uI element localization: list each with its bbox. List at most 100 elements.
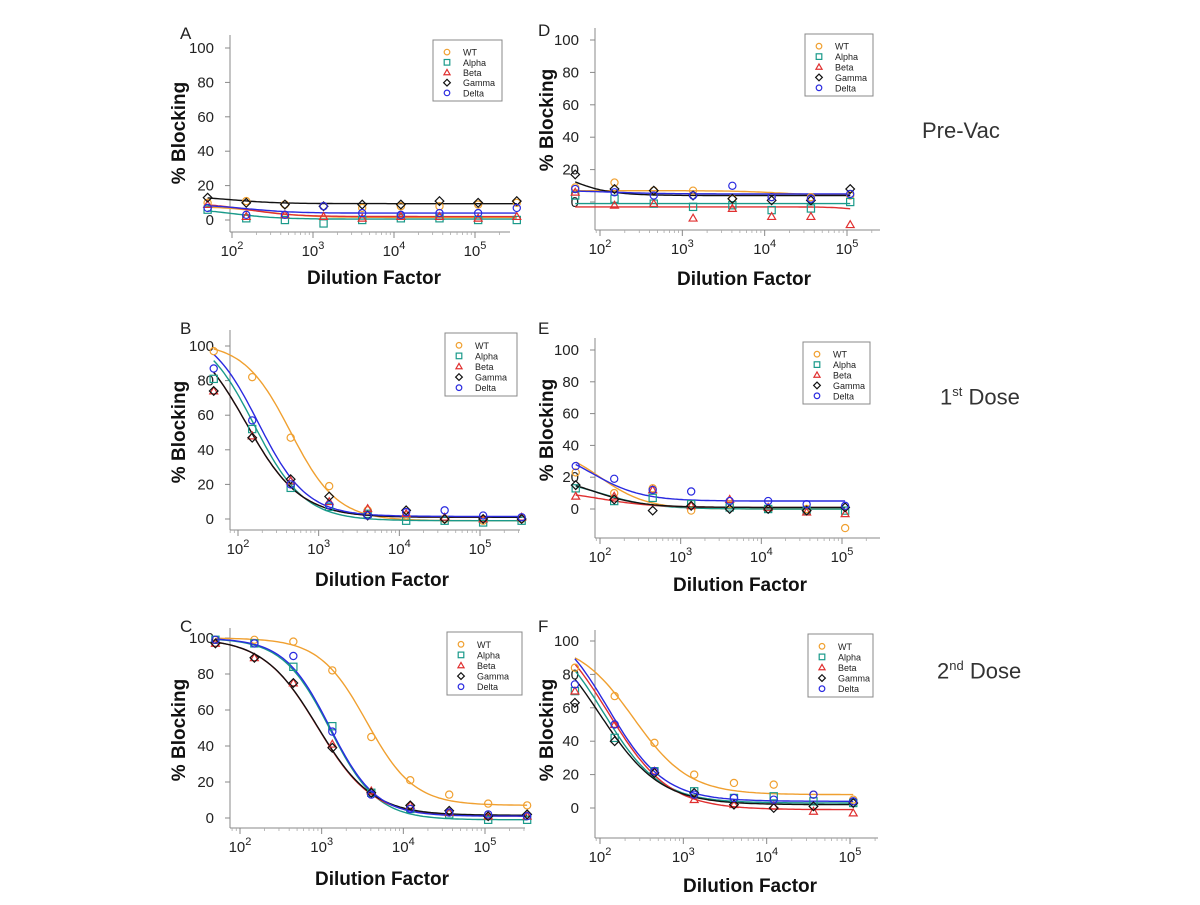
data-point xyxy=(845,183,856,195)
data-point xyxy=(279,209,290,219)
x-tick-label: 105 xyxy=(839,846,862,866)
legend-marker xyxy=(815,84,823,92)
data-point xyxy=(729,778,739,788)
data-point xyxy=(610,178,619,187)
data-point xyxy=(367,790,376,799)
data-point xyxy=(319,219,328,228)
data-point xyxy=(648,485,657,495)
data-point xyxy=(805,195,817,206)
data-point xyxy=(208,385,219,397)
data-point xyxy=(610,691,619,701)
series-delta xyxy=(571,461,850,511)
y-tick-label: 20 xyxy=(562,162,579,179)
y-tick-label: 60 xyxy=(197,407,214,424)
data-point xyxy=(610,720,619,729)
y-tick-label: 40 xyxy=(197,143,214,160)
data-point xyxy=(248,372,257,382)
data-point xyxy=(247,432,258,443)
series-delta xyxy=(571,181,855,203)
data-point xyxy=(357,213,368,222)
legend-label: Beta xyxy=(833,371,852,381)
x-tick-label: 102 xyxy=(229,836,252,856)
y-tick-label: 80 xyxy=(197,666,214,683)
data-point xyxy=(840,506,850,515)
legend-marker xyxy=(812,370,822,378)
series-gamma xyxy=(569,697,859,814)
fit-curve-delta xyxy=(207,205,517,214)
y-tick-label: 20 xyxy=(562,767,579,784)
data-point xyxy=(444,805,455,816)
data-point xyxy=(769,780,778,789)
data-point xyxy=(840,508,851,518)
data-point xyxy=(324,500,334,510)
data-point xyxy=(517,513,526,522)
legend-label: Alpha xyxy=(463,58,486,68)
x-tick-label: 104 xyxy=(750,546,773,566)
legend-label: Alpha xyxy=(475,351,498,361)
legend-marker xyxy=(813,361,821,368)
legend-label: Gamma xyxy=(835,73,867,83)
fit-curve-delta xyxy=(574,658,854,802)
y-tick-label: 40 xyxy=(562,733,579,750)
data-point xyxy=(808,806,819,815)
legend-label: Delta xyxy=(475,383,496,393)
data-point xyxy=(483,811,494,822)
y-tick-label: 0 xyxy=(206,511,214,528)
data-point xyxy=(445,790,454,799)
data-point xyxy=(396,202,406,211)
legend-marker xyxy=(814,62,824,70)
data-point xyxy=(688,202,698,212)
fit-curve-delta xyxy=(575,463,846,502)
row-label-main: 1 xyxy=(940,384,953,410)
y-axis-title: % Blocking xyxy=(537,69,558,171)
data-point xyxy=(727,203,738,212)
legend-marker xyxy=(813,350,821,358)
data-point xyxy=(318,211,329,221)
data-point xyxy=(808,801,819,812)
legend-marker xyxy=(457,683,465,691)
data-point xyxy=(848,797,859,809)
data-point xyxy=(648,493,657,503)
data-point xyxy=(241,197,252,208)
data-point xyxy=(610,733,619,743)
legend-label: Alpha xyxy=(835,52,858,62)
y-tick-label: 60 xyxy=(562,97,579,114)
data-point xyxy=(483,799,493,808)
fit-curve-gamma xyxy=(207,197,517,205)
series-beta xyxy=(569,685,859,817)
data-point xyxy=(209,346,218,356)
data-point xyxy=(406,804,415,814)
series-delta xyxy=(211,635,532,821)
legend-label: WT xyxy=(838,642,852,652)
legend-label: Gamma xyxy=(833,381,865,391)
panel-a: A 0 20 40 60 80 100 102 103 104 105 Dilution Factor… xyxy=(169,24,522,289)
legend-label: Gamma xyxy=(463,78,495,88)
legend-label: WT xyxy=(477,640,491,650)
data-point xyxy=(242,210,251,220)
data-point xyxy=(522,815,532,825)
x-tick-label: 102 xyxy=(589,546,612,566)
x-tick-label: 103 xyxy=(669,546,692,566)
data-point xyxy=(521,809,533,820)
data-point xyxy=(288,677,299,687)
x-tick-label: 104 xyxy=(755,846,778,866)
legend-marker xyxy=(812,381,822,390)
x-tick-label: 102 xyxy=(227,538,250,558)
y-tick-label: 80 xyxy=(562,374,579,391)
data-point xyxy=(328,727,337,736)
data-point xyxy=(285,474,296,485)
data-point xyxy=(769,792,778,801)
y-tick-label: 100 xyxy=(189,630,214,647)
legend-label: WT xyxy=(835,42,849,52)
data-point xyxy=(610,488,619,498)
data-point xyxy=(406,776,415,785)
legend-label: Beta xyxy=(838,663,857,673)
series-gamma xyxy=(570,479,851,516)
data-point xyxy=(724,494,735,503)
data-point xyxy=(328,721,337,731)
data-point xyxy=(569,697,581,708)
